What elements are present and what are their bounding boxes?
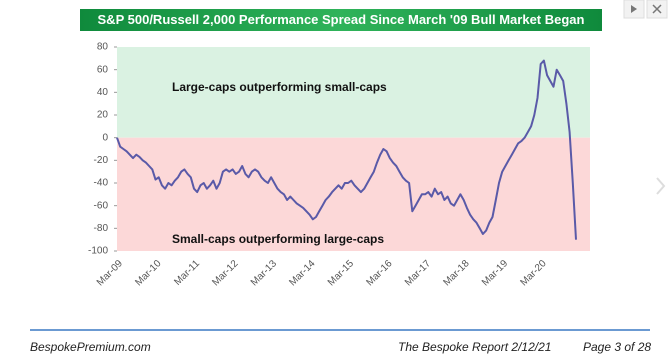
y-tick-label: -60 [94, 200, 109, 211]
annotation: Large-caps outperforming small-caps [172, 80, 387, 94]
positive-region [117, 47, 590, 138]
x-tick-label: Mar-18 [441, 258, 471, 288]
x-tick-label: Mar-19 [480, 258, 510, 288]
footer-page: Page 3 of 28 [583, 340, 651, 354]
footer-report: The Bespoke Report 2/12/21 [398, 340, 551, 354]
x-tick-label: Mar-10 [133, 258, 163, 288]
close-icon [652, 4, 662, 14]
title-banner [80, 9, 602, 31]
y-tick-label: 80 [97, 42, 109, 53]
y-tick-label: -100 [88, 246, 108, 257]
annotation: Small-caps outperforming large-caps [172, 232, 384, 246]
y-tick-label: 60 [97, 64, 109, 75]
y-tick-label: -40 [94, 178, 109, 189]
x-tick-label: Mar-20 [518, 258, 548, 288]
series-line [116, 59, 577, 240]
next-arrow[interactable] [656, 177, 666, 195]
plot: Large-caps outperforming small-caps Small… [88, 42, 590, 288]
y-tick-label: -20 [94, 155, 109, 166]
x-tick-label: Mar-11 [172, 258, 202, 288]
y-tick-label: 0 [102, 132, 108, 143]
x-tick-label: Mar-15 [326, 258, 356, 288]
play-icon [631, 5, 637, 13]
x-tick-label: Mar-12 [210, 258, 240, 288]
x-tick-label: Mar-14 [287, 258, 317, 288]
y-tick-label: 40 [97, 87, 109, 98]
y-tick-label: -80 [94, 223, 109, 234]
chart-title: S&P 500/Russell 2,000 Performance Spread… [98, 12, 585, 27]
x-tick-label: Mar-09 [95, 258, 125, 288]
x-tick-label: Mar-13 [249, 258, 279, 288]
footer-site: BespokePremium.com [30, 340, 151, 354]
y-tick-label: 20 [97, 110, 109, 121]
x-tick-label: Mar-17 [403, 258, 433, 288]
x-tick-label: Mar-16 [364, 258, 394, 288]
